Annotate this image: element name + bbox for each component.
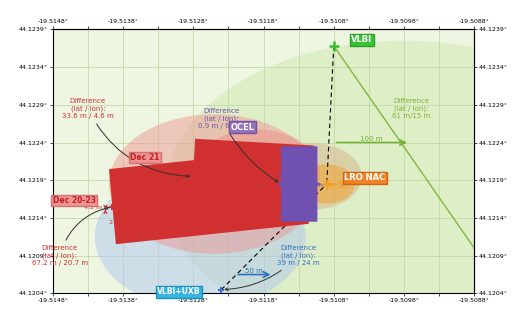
Text: VLBI+UXB: VLBI+UXB	[158, 288, 201, 296]
Text: 3.0 m: 3.0 m	[307, 183, 325, 188]
Ellipse shape	[95, 165, 306, 308]
Text: Difference
(lat / lon):
33.6 m / 4.6 m: Difference (lat / lon): 33.6 m / 4.6 m	[62, 98, 189, 178]
Text: 4.2 m: 4.2 m	[84, 205, 102, 211]
Ellipse shape	[264, 143, 362, 210]
FancyArrow shape	[191, 139, 316, 221]
FancyArrow shape	[109, 149, 309, 244]
Text: 9.4 m: 9.4 m	[233, 194, 251, 199]
Text: 100 m: 100 m	[360, 136, 383, 142]
Text: Dec 20-23: Dec 20-23	[53, 196, 96, 205]
Text: Difference
(lat / lon):
0.9 m / 6.3 m: Difference (lat / lon): 0.9 m / 6.3 m	[198, 108, 278, 182]
Text: Difference
(lat / lon):
67.2 m / 20.7 m: Difference (lat / lon): 67.2 m / 20.7 m	[32, 207, 109, 266]
Text: Difference
(lat / lon):
39 m / 24 m: Difference (lat / lon): 39 m / 24 m	[225, 245, 320, 291]
Text: 21.9 m: 21.9 m	[109, 220, 131, 226]
Text: LRO NAC: LRO NAC	[344, 173, 386, 183]
Text: 10.5 m: 10.5 m	[277, 173, 299, 178]
Text: 25.9 m: 25.9 m	[214, 168, 236, 173]
Ellipse shape	[299, 164, 355, 204]
Text: 30 m: 30 m	[330, 185, 346, 190]
Text: VLBI: VLBI	[352, 36, 373, 44]
Ellipse shape	[165, 41, 527, 326]
Text: Difference
(lat / lon):
61 m/15 m: Difference (lat / lon): 61 m/15 m	[392, 98, 430, 119]
Text: OCEL: OCEL	[230, 123, 255, 132]
Text: 50 m: 50 m	[246, 268, 264, 274]
Ellipse shape	[109, 114, 320, 254]
Text: Dec 21: Dec 21	[130, 153, 159, 162]
FancyArrow shape	[281, 146, 321, 222]
Ellipse shape	[193, 129, 320, 216]
